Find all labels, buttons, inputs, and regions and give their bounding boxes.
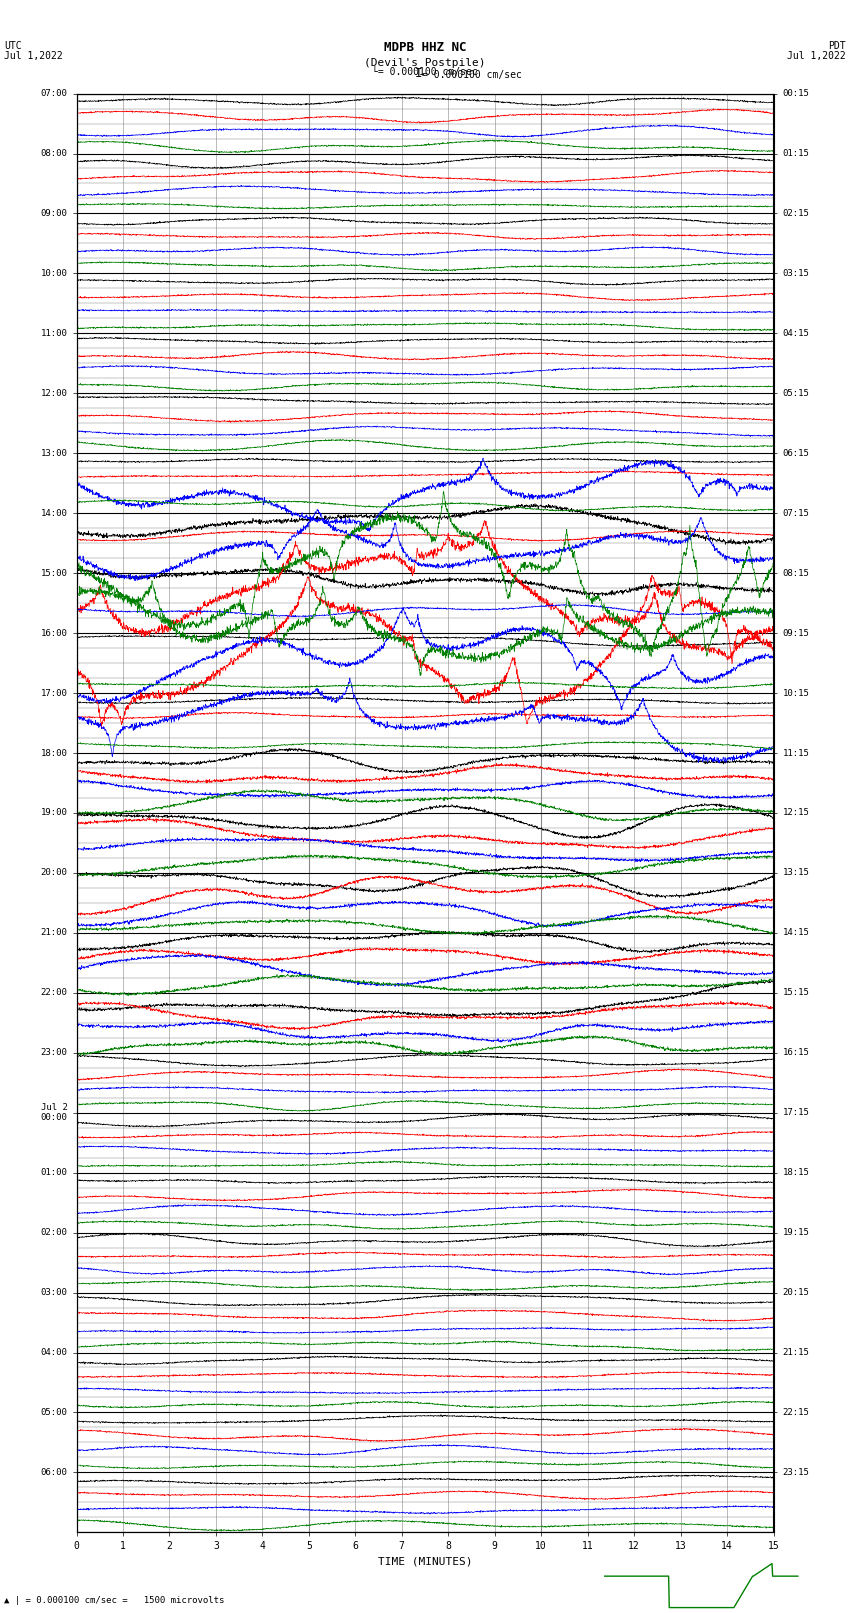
Text: └= 0.000100 cm/sec: └= 0.000100 cm/sec: [372, 68, 478, 77]
X-axis label: TIME (MINUTES): TIME (MINUTES): [377, 1557, 473, 1566]
Text: UTC: UTC: [4, 40, 22, 50]
Text: Jul 1,2022: Jul 1,2022: [787, 52, 846, 61]
Text: = 0.000100 cm/sec: = 0.000100 cm/sec: [422, 69, 522, 79]
Text: (Devil's Postpile): (Devil's Postpile): [365, 58, 485, 68]
Text: PDT: PDT: [828, 40, 846, 50]
Text: I: I: [415, 66, 422, 79]
Text: Jul 1,2022: Jul 1,2022: [4, 52, 63, 61]
Text: ▲ | = 0.000100 cm/sec =   1500 microvolts: ▲ | = 0.000100 cm/sec = 1500 microvolts: [4, 1595, 224, 1605]
Text: MDPB HHZ NC: MDPB HHZ NC: [383, 40, 467, 53]
